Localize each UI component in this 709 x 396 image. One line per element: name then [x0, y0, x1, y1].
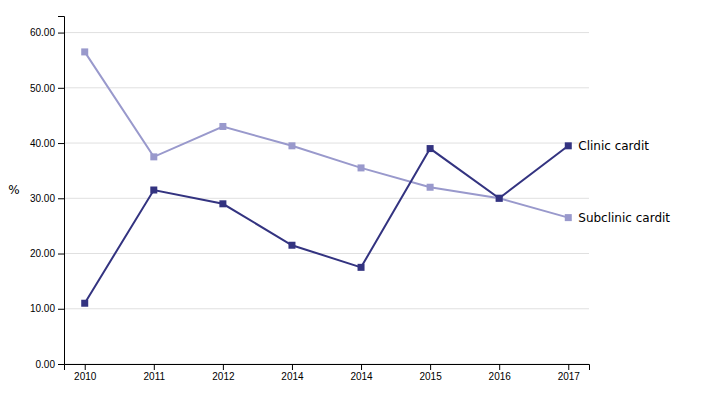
series-marker [150, 187, 157, 194]
y-tick-label: 60.00 [30, 27, 55, 38]
series-marker [427, 184, 434, 191]
grid-line [64, 87, 589, 88]
chart: 0.0010.0020.0030.0040.0050.0060.00201020… [0, 0, 709, 396]
y-tick-label: 10.00 [30, 303, 55, 314]
series [81, 142, 572, 306]
grid-line [64, 32, 589, 33]
series-marker [565, 214, 572, 221]
x-tick-mark [85, 364, 86, 370]
y-axis-line [58, 17, 65, 365]
y-tick: 10.00 [30, 303, 64, 314]
y-tick-label: 40.00 [30, 138, 55, 149]
x-tick-label: 2017 [558, 371, 581, 382]
series-marker [219, 200, 226, 207]
x-tick: 2015 [419, 364, 442, 382]
x-tick-mark [430, 364, 431, 370]
x-tick-mark [292, 364, 293, 370]
series-marker [81, 48, 88, 55]
series-marker [358, 164, 365, 171]
series-marker [565, 142, 572, 149]
x-tick-mark [154, 364, 155, 370]
y-tick-mark [58, 198, 64, 199]
x-tick-label: 2010 [74, 371, 97, 382]
x-tick-label: 2011 [144, 371, 166, 382]
grid [64, 33, 589, 364]
x-tick: 2014 [281, 364, 304, 382]
y-tick-mark [58, 88, 64, 89]
y-tick: 40.00 [30, 138, 64, 149]
series-label: Clinic cardit [578, 139, 649, 153]
y-tick: 60.00 [30, 27, 64, 38]
x-tick: 2012 [212, 364, 235, 382]
x-tick-mark [499, 364, 500, 370]
series-marker [81, 300, 88, 307]
x-tick-label: 2012 [212, 371, 235, 382]
y-tick-mark [58, 364, 64, 365]
x-tick-label: 2015 [419, 371, 442, 382]
x-tick: 2017 [558, 364, 581, 382]
x-tick-label: 2016 [489, 371, 512, 382]
y-tick-mark [58, 33, 64, 34]
y-tick: 0.00 [36, 359, 64, 370]
x-tick: 2016 [489, 364, 512, 382]
y-tick-label: 20.00 [30, 248, 55, 259]
x-tick-mark [223, 364, 224, 370]
grid-line [64, 308, 589, 309]
y-tick: 30.00 [30, 193, 64, 204]
series-line [85, 52, 569, 218]
y-tick-label: 50.00 [30, 83, 55, 94]
series-marker [288, 142, 295, 149]
series-marker [288, 242, 295, 249]
grid-line [64, 198, 589, 199]
series-marker [427, 145, 434, 152]
y-tick-mark [58, 254, 64, 255]
y-axis-title: % [8, 183, 19, 197]
series-label: Subclinic cardit [578, 211, 670, 225]
y-tick-label: 0.00 [36, 359, 56, 370]
grid-line [64, 253, 589, 254]
y-tick: 20.00 [30, 248, 64, 259]
series-marker [496, 195, 503, 202]
series-marker [219, 123, 226, 130]
series-line [85, 146, 569, 303]
plot: 0.0010.0020.0030.0040.0050.0060.00201020… [30, 17, 670, 383]
y-tick-mark [58, 143, 64, 144]
x-axis: 2010 2011 2012 2014 2014 2015 2016 2017 [65, 364, 590, 382]
x-tick-label: 2014 [350, 371, 373, 382]
x-tick: 2010 [74, 364, 97, 382]
series-marker [358, 264, 365, 271]
x-axis-line [65, 365, 590, 371]
x-tick-mark [568, 364, 569, 370]
grid-line [64, 143, 589, 144]
series-marker [496, 195, 503, 202]
x-tick: 2014 [350, 364, 373, 382]
x-tick-mark [361, 364, 362, 370]
series-marker [150, 153, 157, 160]
y-tick: 50.00 [30, 83, 64, 94]
y-tick-label: 30.00 [30, 193, 55, 204]
series-labels: Subclinic cardit Clinic cardit [578, 139, 670, 225]
x-tick: 2011 [144, 364, 166, 382]
y-tick-mark [58, 309, 64, 310]
series-group [81, 48, 572, 306]
y-axis: 0.00 10.00 20.00 30.00 40.00 50.00 60.00 [30, 17, 65, 370]
x-tick-label: 2014 [281, 371, 304, 382]
series [81, 48, 572, 221]
